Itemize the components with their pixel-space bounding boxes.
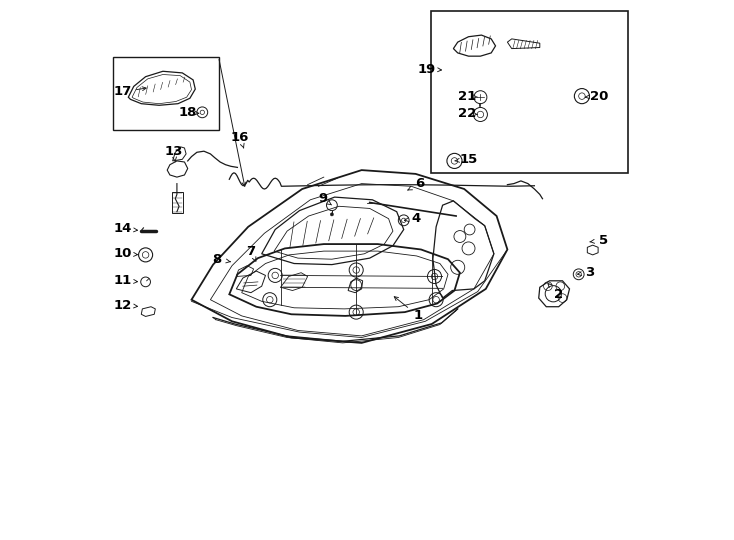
Text: 13: 13: [164, 145, 183, 158]
Text: 15: 15: [459, 153, 478, 166]
Circle shape: [330, 213, 333, 216]
Text: 21: 21: [458, 90, 476, 103]
Text: 22: 22: [458, 107, 476, 120]
Text: 14: 14: [114, 222, 132, 235]
Bar: [172, 192, 184, 213]
Text: 2: 2: [554, 288, 563, 301]
Text: 20: 20: [590, 90, 608, 103]
Text: 4: 4: [411, 212, 421, 225]
Text: 1: 1: [414, 309, 423, 322]
Text: 11: 11: [114, 274, 132, 287]
Text: 9: 9: [318, 192, 327, 205]
Text: 3: 3: [585, 266, 594, 279]
Bar: [431, 11, 628, 173]
Text: 19: 19: [417, 63, 435, 76]
Text: 5: 5: [599, 234, 608, 247]
Text: 10: 10: [114, 247, 132, 260]
Text: 17: 17: [114, 85, 132, 98]
Text: 16: 16: [231, 131, 250, 144]
Text: 7: 7: [247, 245, 255, 258]
Text: 8: 8: [212, 253, 222, 266]
Bar: [113, 57, 219, 130]
Text: 18: 18: [178, 106, 197, 119]
Text: 12: 12: [114, 299, 132, 312]
Text: 6: 6: [415, 177, 424, 190]
